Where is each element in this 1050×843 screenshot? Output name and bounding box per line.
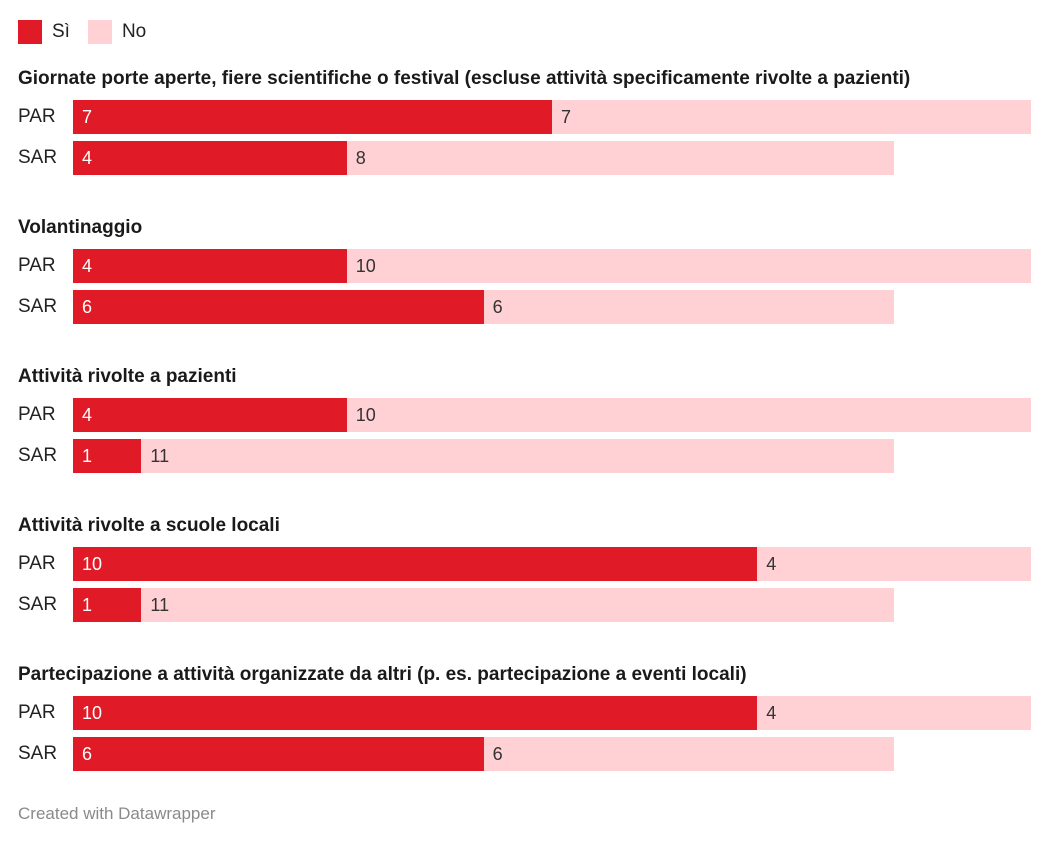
bar-no xyxy=(483,290,895,324)
row-label: SAR xyxy=(18,296,58,317)
bar-yes xyxy=(73,290,484,324)
bar-yes xyxy=(73,696,758,730)
footer-credit: Created with Datawrapper xyxy=(18,804,216,823)
value-label-no: 11 xyxy=(150,446,170,466)
bar-yes xyxy=(73,100,552,134)
value-label-no: 10 xyxy=(355,405,376,425)
row-label: PAR xyxy=(18,404,56,425)
bar-no xyxy=(483,737,895,771)
row-label: SAR xyxy=(18,743,58,764)
legend: Sì No xyxy=(18,20,164,44)
bar-yes xyxy=(73,547,758,581)
legend-label-yes: Sì xyxy=(52,21,70,42)
value-label-no: 11 xyxy=(150,595,170,615)
bar-yes xyxy=(73,141,347,175)
value-label-yes: 4 xyxy=(82,256,93,276)
bar-no xyxy=(346,249,1031,283)
value-label-yes: 6 xyxy=(82,297,93,317)
value-label-yes: 6 xyxy=(82,744,93,764)
section-title: Attività rivolte a pazienti xyxy=(18,366,237,387)
value-label-no: 8 xyxy=(355,148,366,168)
section-title: Partecipazione a attività organizzate da… xyxy=(18,664,747,685)
bar-no xyxy=(552,100,1031,134)
section-title: Giornate porte aperte, fiere scientifich… xyxy=(18,68,911,89)
bar-yes xyxy=(73,588,142,622)
value-label-no: 7 xyxy=(561,107,572,127)
value-label-no: 10 xyxy=(355,256,376,276)
bar-yes xyxy=(73,439,142,473)
row-label: PAR xyxy=(18,553,56,574)
row-label: SAR xyxy=(18,147,58,168)
value-label-no: 4 xyxy=(766,703,777,723)
value-label-yes: 10 xyxy=(82,554,103,574)
bar-yes xyxy=(73,398,347,432)
bar-no xyxy=(757,696,1031,730)
bar-no xyxy=(141,588,895,622)
legend-label-no: No xyxy=(121,21,147,42)
legend-item-no: No xyxy=(87,20,147,44)
value-label-yes: 10 xyxy=(82,703,103,723)
bar-no xyxy=(141,439,895,473)
bar-yes xyxy=(73,737,484,771)
bar-yes xyxy=(73,249,347,283)
value-label-yes: 1 xyxy=(82,446,93,466)
value-label-no: 6 xyxy=(492,744,503,764)
legend-swatch-yes xyxy=(18,20,42,44)
bar-no xyxy=(346,141,895,175)
value-label-no: 4 xyxy=(766,554,777,574)
bar-no xyxy=(346,398,1031,432)
legend-swatch-no xyxy=(87,20,112,44)
row-label: PAR xyxy=(18,255,56,276)
value-label-yes: 4 xyxy=(82,405,93,425)
value-label-yes: 4 xyxy=(82,148,93,168)
row-label: SAR xyxy=(18,445,58,466)
row-label: PAR xyxy=(18,106,56,127)
value-label-no: 6 xyxy=(492,297,503,317)
row-label: SAR xyxy=(18,594,58,615)
value-label-yes: 7 xyxy=(82,107,93,127)
value-label-yes: 1 xyxy=(82,595,93,615)
legend-item-yes: Sì xyxy=(18,20,70,44)
section-title: Attività rivolte a scuole locali xyxy=(18,515,280,536)
row-label: PAR xyxy=(18,702,56,723)
bar-no xyxy=(757,547,1031,581)
section-title: Volantinaggio xyxy=(18,217,143,238)
